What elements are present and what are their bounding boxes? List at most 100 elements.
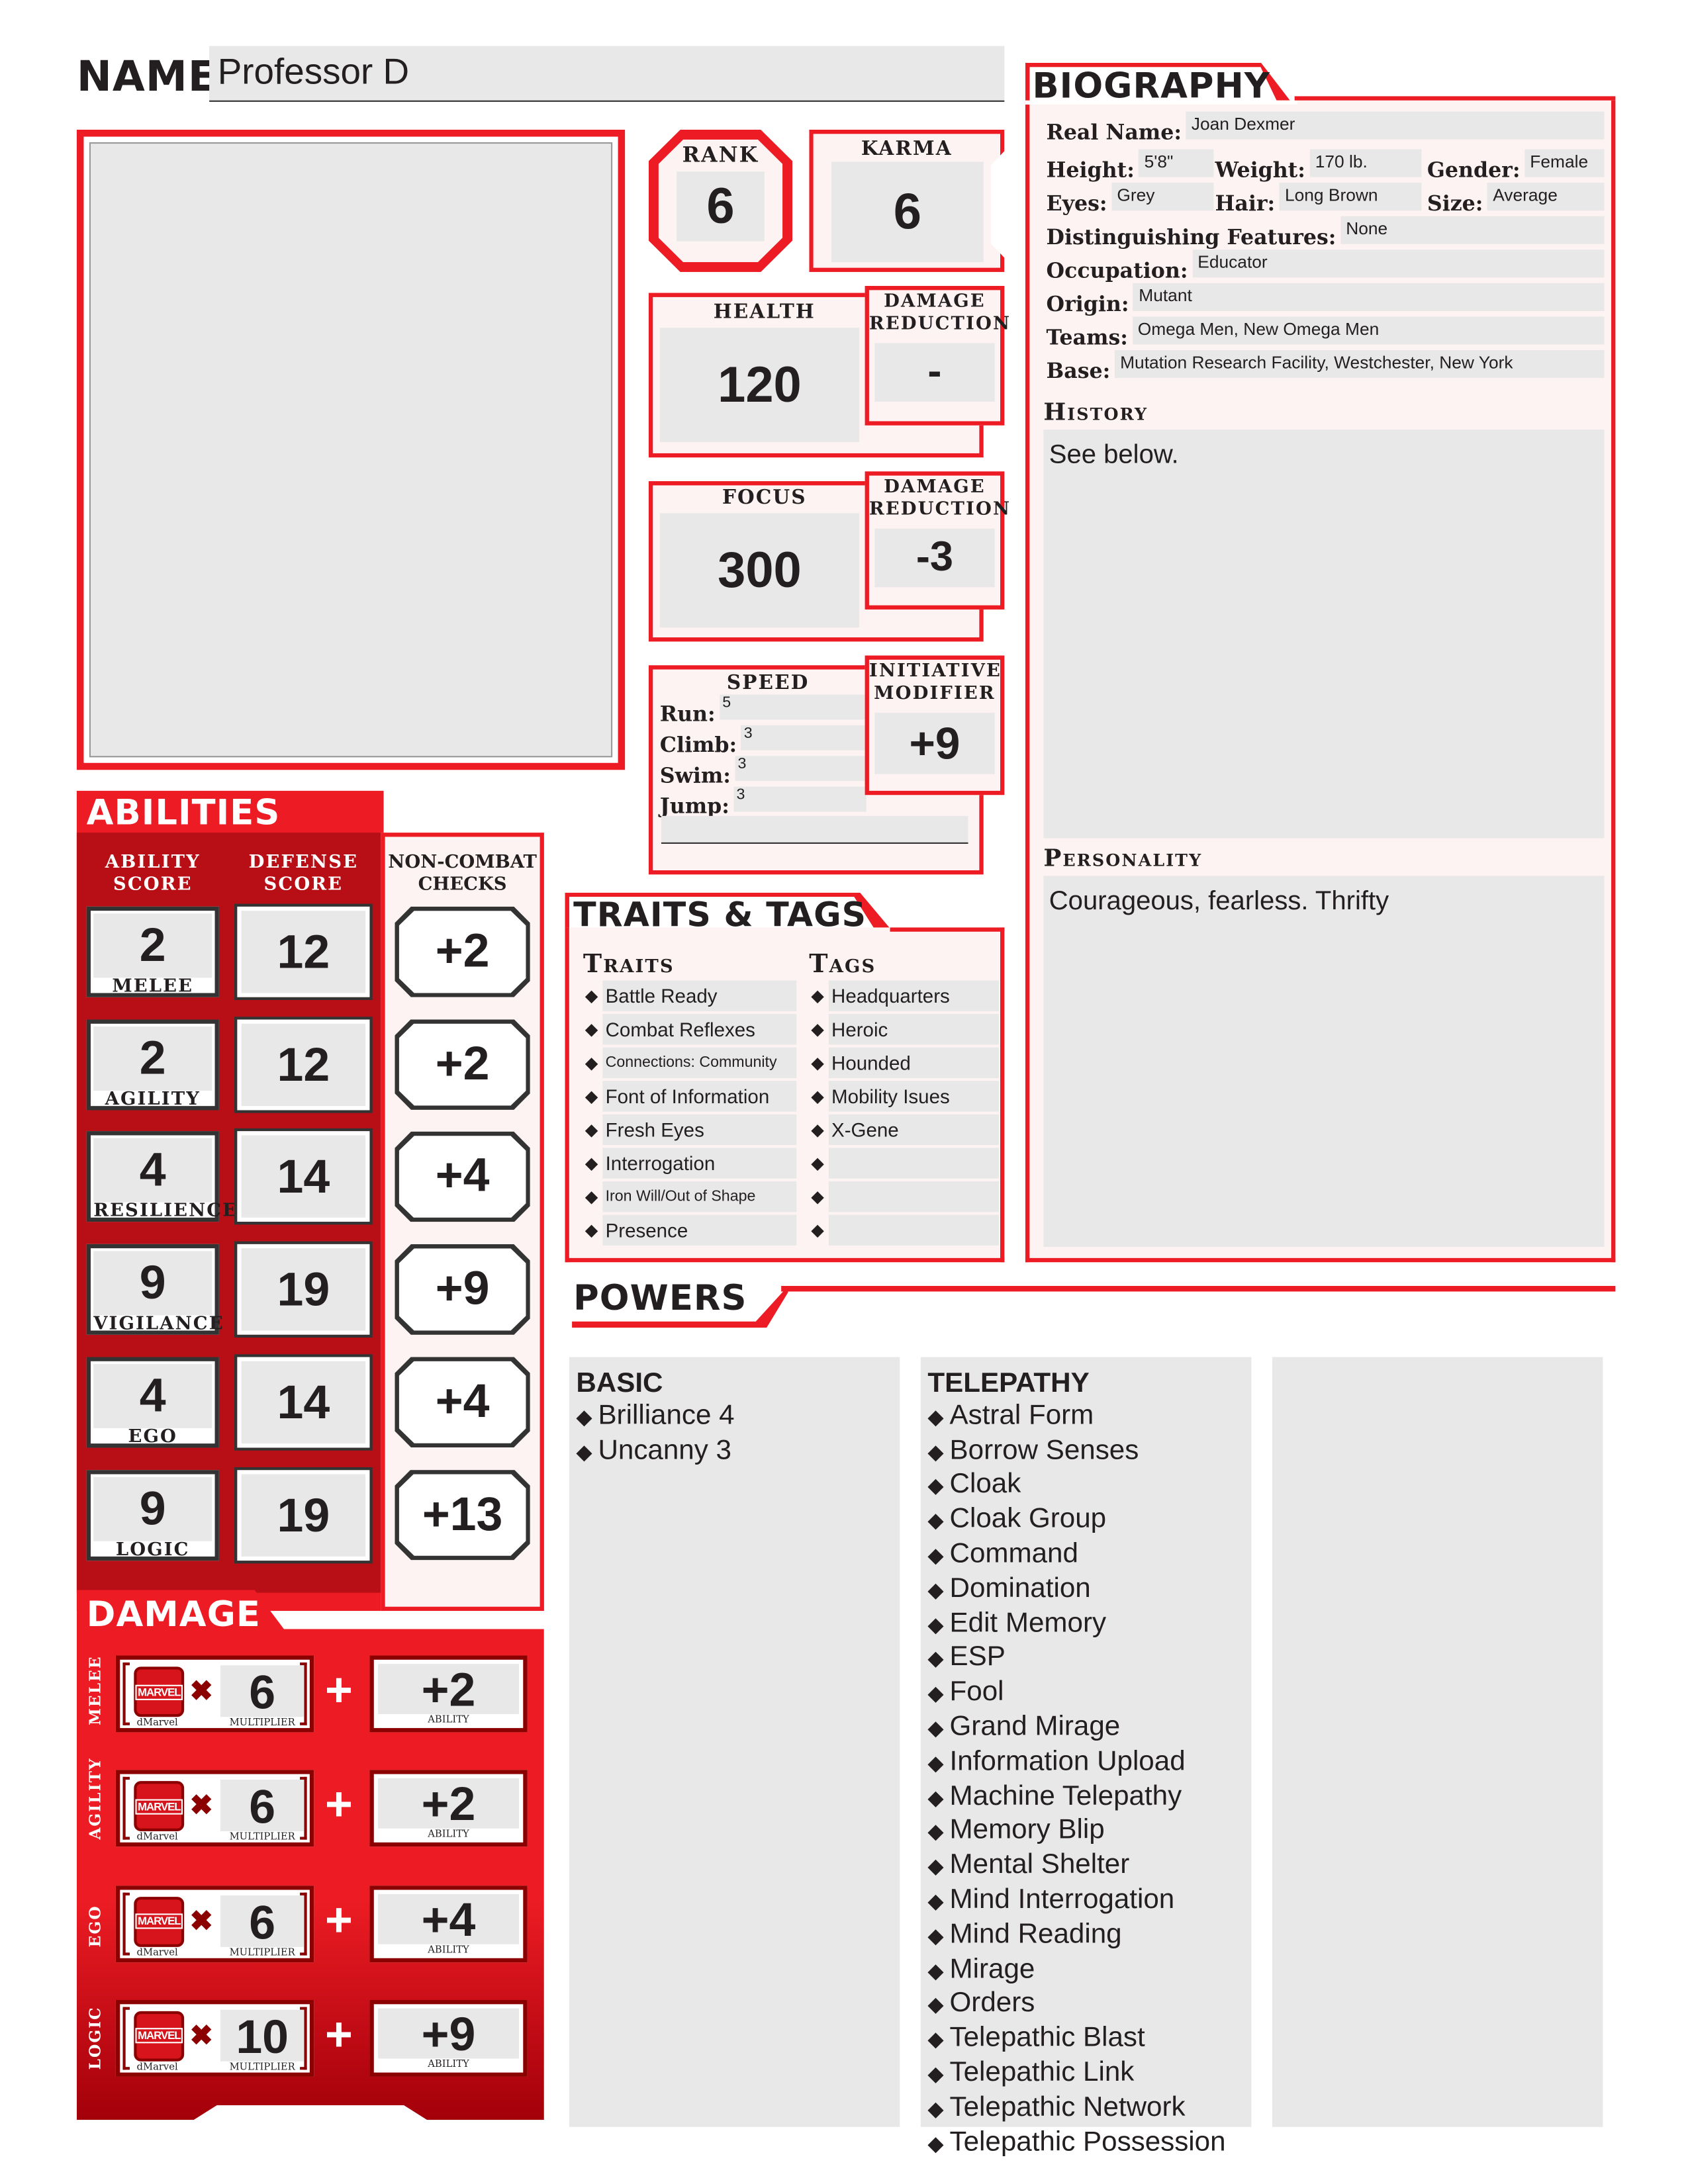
multiplier-value[interactable]: 6 [220,1665,305,1719]
ability-bonus-value[interactable]: +2 [378,1664,519,1717]
ability-score-agility[interactable]: 2 AGILITY [86,1019,219,1110]
portrait-image[interactable] [89,142,613,758]
non-combat-value[interactable]: +13 [399,1473,526,1556]
traits-item: ◆ Fresh Eyes [581,1113,797,1147]
speed-value[interactable]: 3 [733,786,867,812]
non-combat-vigilance[interactable]: +9 [395,1244,530,1335]
speed-extra-field[interactable] [661,815,968,844]
diamond-icon: ◆ [811,1153,824,1173]
speed-row: Swim: 3 [660,756,867,788]
traits-item: ◆ Font of Information [581,1079,797,1113]
features-field[interactable]: None [1340,216,1605,244]
focus-dr-value[interactable]: -3 [874,528,995,588]
traits-field[interactable]: Battle Ready [602,980,797,1011]
ability-score-value[interactable]: 9 [93,1251,212,1316]
teams-field[interactable]: Omega Men, New Omega Men [1132,316,1605,345]
defense-score-vigilance[interactable]: 19 [234,1241,373,1338]
traits-field[interactable]: Connections: Community [602,1047,797,1079]
tags-field[interactable]: Mobility Isues [828,1081,999,1112]
tags-field[interactable]: Headquarters [828,980,999,1011]
tags-field[interactable]: Heroic [828,1014,999,1045]
tags-field[interactable] [828,1181,999,1212]
ability-score-value[interactable]: 9 [93,1476,212,1541]
tags-field[interactable] [828,1148,999,1179]
speed-value[interactable]: 3 [741,725,867,751]
focus-value[interactable]: 300 [659,513,860,628]
weight-field[interactable]: 170 lb. [1309,149,1422,177]
traits-field[interactable]: Interrogation [602,1148,797,1179]
diamond-icon: ◆ [927,1717,950,1741]
powers-column[interactable]: TELEPATHY ◆ Astral Form ◆ Borrow Senses ◆ C… [920,1357,1252,2157]
powers-column[interactable] [1272,1357,1603,2127]
initiative-value[interactable]: +9 [874,712,995,774]
multiplier-value[interactable]: 10 [220,2009,305,2064]
height-field[interactable]: 5'8" [1139,149,1214,177]
name-field[interactable]: Professor D [209,46,1005,102]
non-combat-value[interactable]: +4 [399,1361,526,1443]
non-combat-value[interactable]: +2 [399,911,526,993]
non-combat-ego[interactable]: +4 [395,1357,530,1448]
ability-bonus-value[interactable]: +4 [378,1893,519,1946]
non-combat-logic[interactable]: +13 [395,1469,530,1561]
damage-dice-box: MARVEL dMarvel ✖ 6 MULTIPLIER [115,1770,314,1847]
occupation-field[interactable]: Educator [1192,250,1605,278]
defense-score-ego[interactable]: 14 [234,1353,373,1451]
real-name-field[interactable]: Joan Dexmer [1186,111,1605,140]
defense-score-agility[interactable]: 12 [234,1016,373,1113]
size-field[interactable]: Average [1487,183,1605,211]
tags-field[interactable]: X-Gene [828,1114,999,1146]
multiplier-value[interactable]: 6 [220,1895,305,1949]
die-label: dMarvel [136,2061,178,2073]
rank-value[interactable]: 6 [677,171,765,242]
ability-score-logic[interactable]: 9 LOGIC [86,1469,219,1561]
diamond-icon: ◆ [927,1924,950,1948]
traits-field[interactable]: Combat Reflexes [602,1014,797,1045]
defense-score-melee[interactable]: 12 [234,903,373,1001]
gender-field[interactable]: Female [1524,149,1605,177]
ability-score-vigilance[interactable]: 9 VIGILANCE [86,1244,223,1335]
ability-score-ego[interactable]: 4 EGO [86,1357,219,1448]
non-combat-resilience[interactable]: +4 [395,1131,530,1222]
karma-value[interactable]: 6 [831,161,984,263]
history-field[interactable]: See below. [1043,430,1605,839]
ability-bonus-label: ABILITY [428,1829,469,1841]
health-value[interactable]: 120 [659,328,860,443]
ability-score-value[interactable]: 2 [93,1026,212,1091]
ability-score-value[interactable]: 2 [93,913,212,978]
multiplier-value[interactable]: 6 [220,1780,305,1835]
eyes-field[interactable]: Grey [1111,183,1214,211]
health-dr-value[interactable]: - [874,343,995,402]
non-combat-value[interactable]: +4 [399,1136,526,1218]
ability-score-resilience[interactable]: 4 RESILIENCE [86,1131,236,1222]
defense-score-resilience[interactable]: 14 [234,1128,373,1226]
personality-field[interactable]: Courageous, fearless. Thrifty [1043,876,1605,1248]
karma-box: KARMA 6 [809,129,1005,272]
non-combat-value[interactable]: +9 [399,1248,526,1331]
tags-item: ◆ [806,1213,999,1247]
speed-value[interactable]: 5 [720,694,867,720]
ability-score-melee[interactable]: 2 MELEE [86,906,219,997]
non-combat-melee[interactable]: +2 [395,906,530,997]
hair-field[interactable]: Long Brown [1279,183,1422,211]
ability-score-value[interactable]: 4 [93,1363,212,1428]
non-combat-value[interactable]: +2 [399,1023,526,1106]
powers-column[interactable]: BASIC ◆ Brilliance 4 ◆ Uncanny 3 [569,1357,900,2127]
traits-field[interactable]: Iron Will/Out of Shape [602,1181,797,1212]
speed-value[interactable]: 3 [735,756,867,782]
ability-bonus-value[interactable]: +2 [378,1778,519,1832]
base-field[interactable]: Mutation Research Facility, Westchester,… [1114,349,1605,379]
marvel-die-icon: MARVEL [134,1666,185,1717]
non-combat-agility[interactable]: +2 [395,1019,530,1110]
damage-dice-box: MARVEL dMarvel ✖ 6 MULTIPLIER [115,1655,314,1733]
diamond-icon: ◆ [927,1958,950,1983]
ability-bonus-value[interactable]: +9 [378,2008,519,2062]
traits-field[interactable]: Presence [602,1214,797,1246]
ability-score-value[interactable]: 4 [93,1138,212,1203]
tags-field[interactable] [828,1214,999,1246]
origin-field[interactable]: Mutant [1133,283,1605,311]
tags-field[interactable]: Hounded [828,1047,999,1079]
traits-field[interactable]: Fresh Eyes [602,1114,797,1146]
traits-field[interactable]: Font of Information [602,1081,797,1112]
diamond-icon: ◆ [927,1543,950,1568]
defense-score-logic[interactable]: 19 [234,1466,373,1563]
